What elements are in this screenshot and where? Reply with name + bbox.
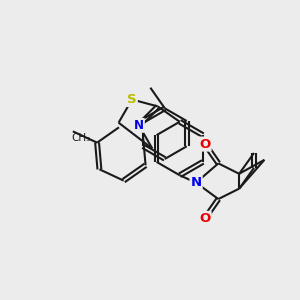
Text: O: O bbox=[200, 138, 211, 151]
Text: N: N bbox=[134, 119, 144, 132]
Text: N: N bbox=[190, 176, 202, 189]
Text: O: O bbox=[200, 212, 211, 225]
Text: CH₃: CH₃ bbox=[71, 133, 91, 143]
Text: S: S bbox=[127, 93, 137, 106]
